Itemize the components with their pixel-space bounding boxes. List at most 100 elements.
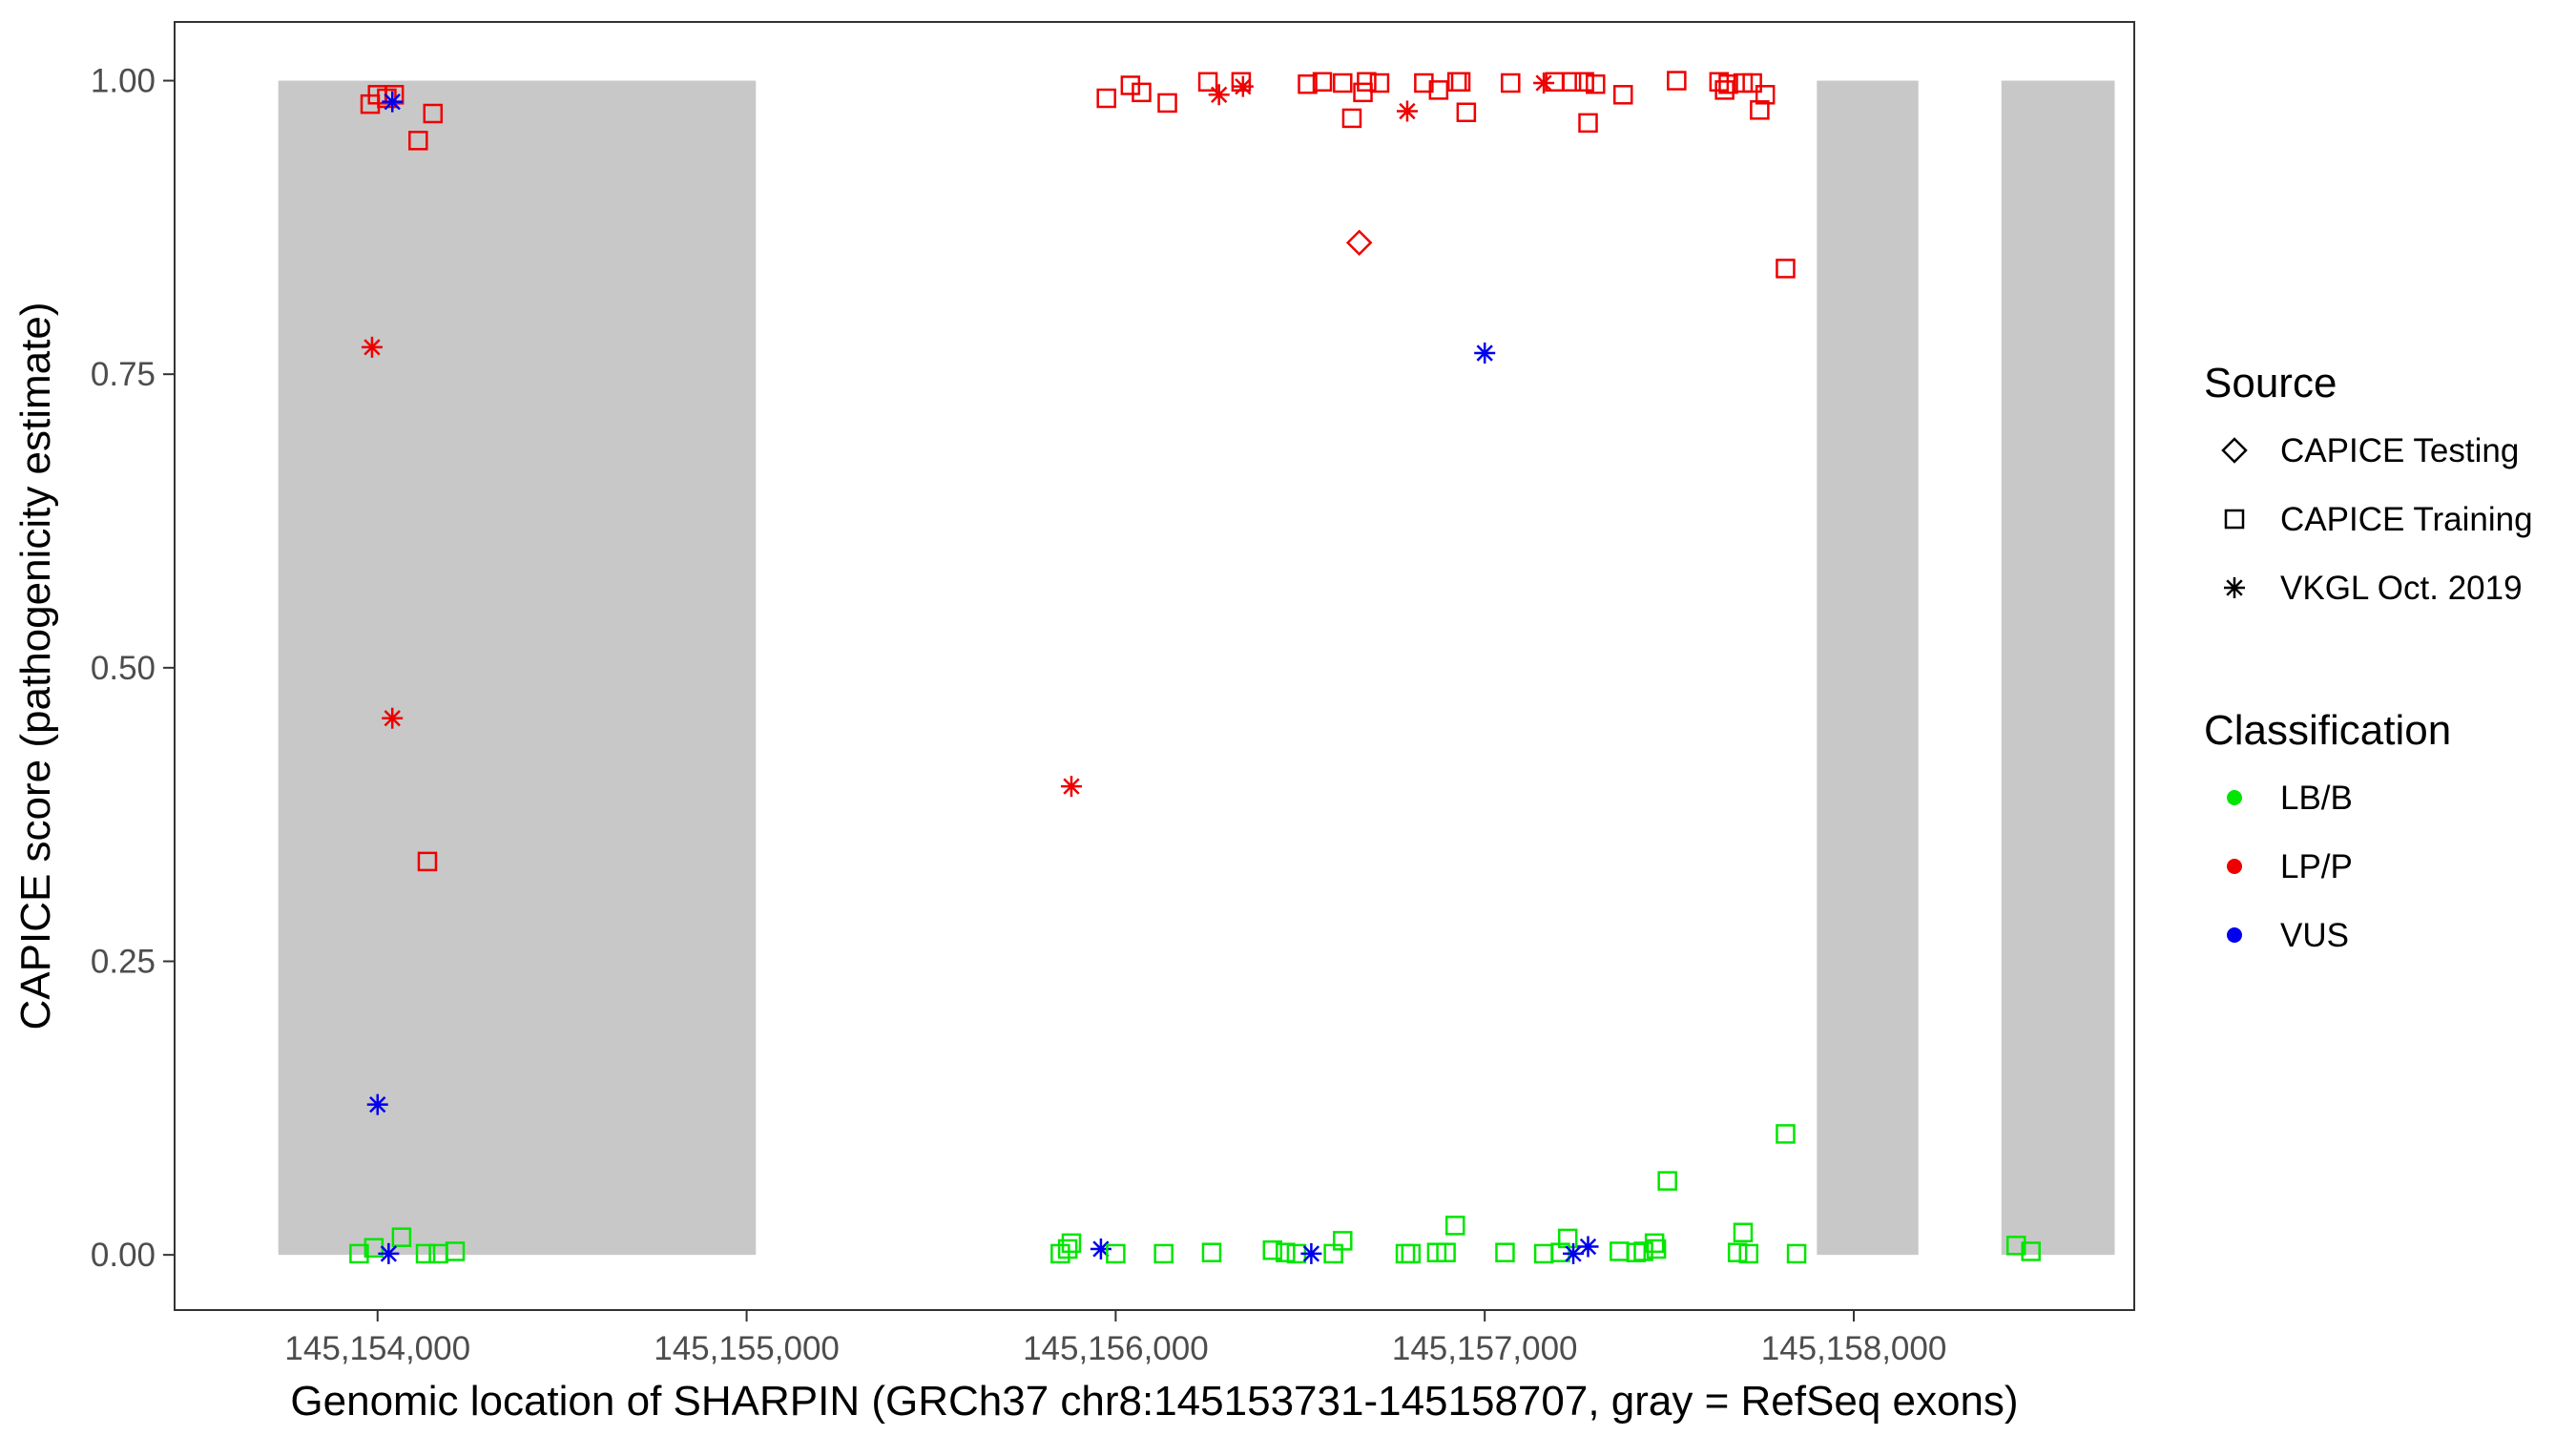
data-point-40 — [1501, 73, 1521, 94]
legend-class-label-3: VUS — [2280, 917, 2349, 954]
legend-key-square — [2224, 509, 2245, 530]
legend-key-diamond — [2221, 437, 2248, 464]
data-point-24 — [1208, 84, 1230, 106]
data-point-86 — [1563, 1242, 1585, 1264]
data-point-95 — [2005, 1236, 2026, 1256]
data-point-92 — [1727, 1242, 1748, 1262]
data-point-69 — [1057, 1238, 1078, 1259]
data-points — [349, 71, 2041, 1264]
data-point-54 — [1750, 100, 1770, 120]
legend-source-label-2: CAPICE Training — [2280, 501, 2533, 538]
data-point-30 — [1341, 108, 1362, 129]
legend-key-asterisk — [2224, 577, 2245, 598]
data-point-74 — [1262, 1239, 1283, 1260]
legend-classification-title: Classification — [2204, 707, 2451, 754]
data-point-50 — [1714, 80, 1735, 100]
data-point-71 — [1106, 1243, 1126, 1264]
data-point-66 — [1061, 1233, 1082, 1254]
data-point-51 — [1718, 73, 1738, 94]
data-point-59 — [1060, 776, 1082, 798]
y-tick-label-5: 1.00 — [91, 63, 156, 100]
exon-regions — [278, 80, 2115, 1256]
data-point-10 — [417, 851, 438, 872]
data-point-93 — [1738, 1243, 1759, 1264]
data-point-70 — [1090, 1238, 1111, 1260]
data-point-21 — [1132, 82, 1152, 103]
data-point-53 — [1742, 73, 1762, 94]
legend-classification-items: LB/B LP/P VUS — [2227, 780, 2353, 954]
exon-band-3 — [2001, 80, 2115, 1256]
data-point-22 — [1157, 93, 1177, 114]
data-point-73 — [1201, 1242, 1222, 1262]
data-point-38 — [1450, 72, 1471, 93]
data-point-60 — [1776, 1124, 1796, 1144]
data-point-41 — [1533, 72, 1555, 94]
data-point-56 — [1345, 229, 1373, 257]
x-axis: 145,154,000 145,155,000 145,156,000 145,157… — [284, 1310, 1946, 1367]
data-point-25 — [1231, 72, 1252, 93]
data-point-19 — [1096, 88, 1116, 109]
data-point-7 — [382, 91, 404, 113]
data-point-68 — [1050, 1243, 1070, 1264]
data-point-6 — [408, 131, 428, 151]
data-point-94 — [1786, 1243, 1807, 1264]
data-point-39 — [1456, 102, 1477, 123]
data-point-27 — [1298, 73, 1318, 94]
legend-class-label-2: LP/P — [2280, 848, 2353, 885]
data-point-48 — [1667, 71, 1687, 91]
y-tick-label-3: 0.50 — [91, 650, 156, 687]
legend-key-1 — [2227, 790, 2242, 805]
data-point-80 — [1401, 1243, 1422, 1264]
data-point-23 — [1197, 72, 1218, 93]
exon-band-2 — [1817, 80, 1919, 1256]
data-point-45 — [1578, 113, 1598, 134]
legend-key-3 — [2227, 927, 2242, 943]
legend-source-items: CAPICE Testing CAPICE Training VKGL Oct. 2… — [2221, 432, 2533, 607]
data-point-82 — [1436, 1242, 1456, 1262]
x-tick-label-1: 145,154,000 — [284, 1330, 470, 1367]
x-tick-label-5: 145,158,000 — [1761, 1330, 1947, 1367]
y-axis: 0.00 0.25 0.50 0.75 1.00 — [91, 63, 175, 1274]
data-point-44 — [1574, 72, 1594, 93]
data-point-87 — [1577, 1236, 1599, 1258]
data-point-17 — [445, 1241, 466, 1261]
x-axis-label: Genomic location of SHARPIN (GRCh37 chr8… — [290, 1378, 2018, 1425]
data-point-75 — [1276, 1242, 1296, 1262]
data-point-9 — [382, 707, 404, 729]
plot-panel-border — [174, 21, 2135, 1311]
data-point-36 — [1428, 80, 1449, 100]
data-point-11 — [366, 1093, 388, 1115]
data-point-83 — [1495, 1242, 1515, 1262]
data-point-55 — [1755, 85, 1776, 105]
data-point-72 — [1153, 1243, 1174, 1264]
legend: Source CAPICE Testing CAPICE Training VKGL… — [2204, 360, 2533, 954]
legend-source-title: Source — [2204, 360, 2337, 406]
data-point-61 — [1657, 1171, 1677, 1191]
data-point-58 — [1474, 343, 1496, 364]
data-point-34 — [1396, 100, 1418, 122]
legend-source-label-1: CAPICE Testing — [2280, 432, 2519, 469]
data-point-35 — [1414, 73, 1434, 94]
data-point-28 — [1312, 72, 1333, 93]
x-tick-label-3: 145,156,000 — [1023, 1330, 1209, 1367]
data-point-8 — [361, 336, 383, 358]
data-point-47 — [1613, 85, 1633, 105]
legend-source-label-3: VKGL Oct. 2019 — [2280, 570, 2523, 607]
data-point-14 — [391, 1227, 412, 1247]
y-tick-label-2: 0.25 — [91, 944, 156, 981]
data-point-77 — [1300, 1242, 1322, 1264]
data-point-78 — [1323, 1243, 1343, 1264]
data-point-96 — [2021, 1241, 2041, 1261]
y-tick-label-4: 0.75 — [91, 356, 156, 393]
data-point-33 — [1369, 73, 1390, 94]
x-tick-label-2: 145,155,000 — [654, 1330, 840, 1367]
data-point-18 — [378, 1242, 400, 1264]
data-point-12 — [349, 1243, 369, 1264]
data-point-20 — [1120, 75, 1141, 95]
data-point-46 — [1585, 73, 1606, 94]
x-tick-label-4: 145,157,000 — [1392, 1330, 1578, 1367]
legend-class-label-1: LB/B — [2280, 780, 2353, 817]
data-point-15 — [415, 1243, 436, 1264]
